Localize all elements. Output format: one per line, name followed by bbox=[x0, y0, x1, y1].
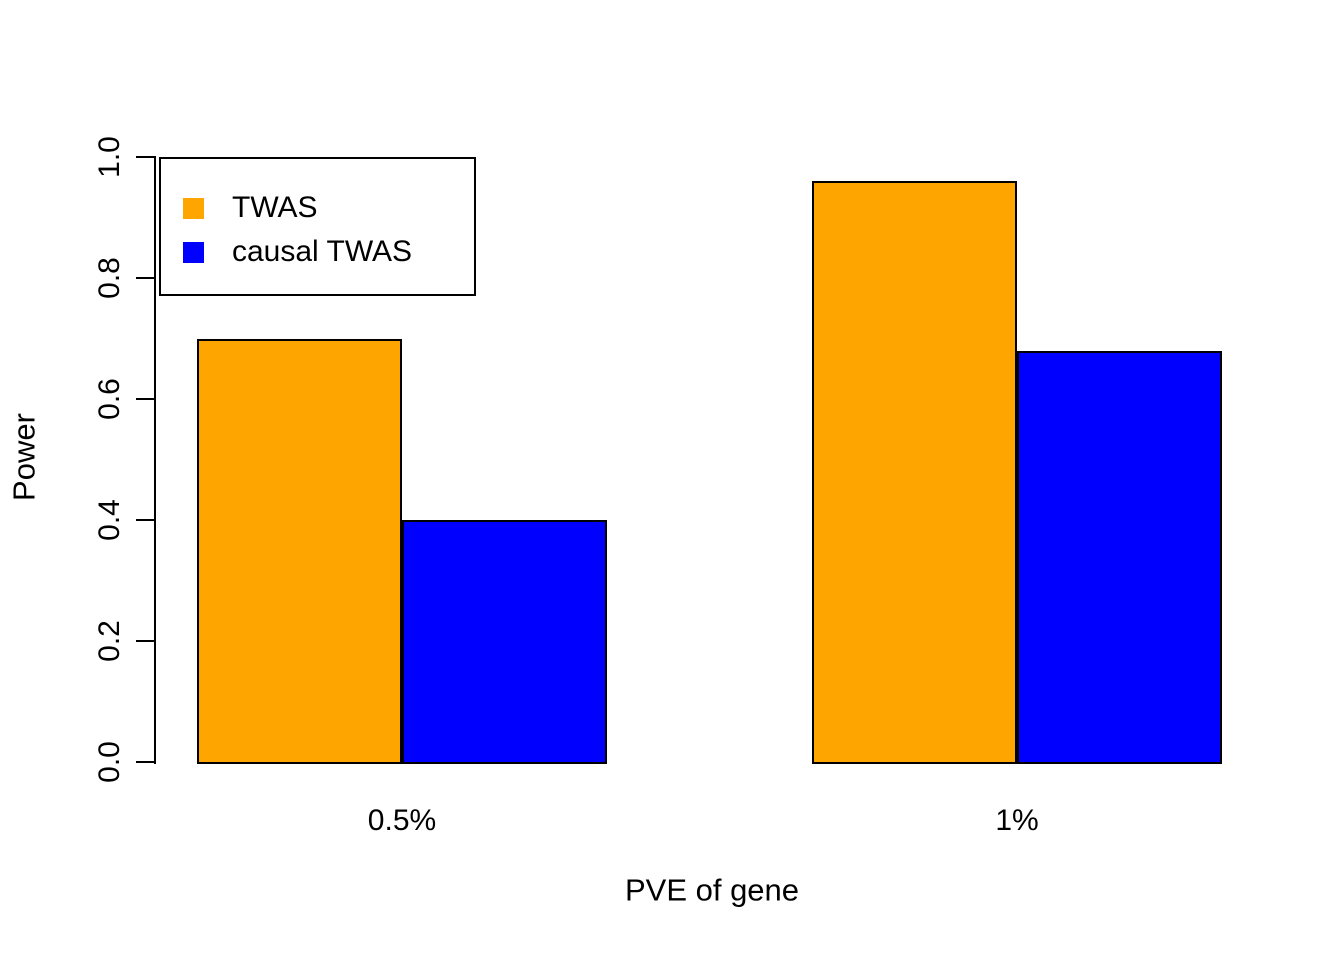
x-tick-label-1: 1% bbox=[995, 804, 1039, 837]
legend-entries: TWAS causal TWAS bbox=[183, 186, 474, 274]
y-tick-1-0 bbox=[136, 156, 155, 158]
y-tick-label-0-8: 0.8 bbox=[93, 257, 126, 299]
x-tick-label-0-5: 0.5% bbox=[367, 804, 437, 837]
y-tick-label-0-6: 0.6 bbox=[93, 378, 126, 420]
legend-swatch-twas bbox=[183, 197, 204, 219]
y-tick-label-1-0: 1.0 bbox=[93, 136, 126, 178]
legend-box: TWAS causal TWAS bbox=[159, 157, 476, 296]
y-tick-0-4 bbox=[136, 519, 155, 521]
y-tick-0-2 bbox=[136, 640, 155, 642]
bar-causal-twas-0-5 bbox=[402, 520, 607, 764]
y-tick-label-0-2: 0.2 bbox=[93, 620, 126, 662]
y-axis-line bbox=[154, 156, 156, 764]
y-tick-label-0-4: 0.4 bbox=[93, 499, 126, 541]
bar-twas-0-5 bbox=[197, 338, 402, 764]
legend-item-causal-twas: causal TWAS bbox=[183, 230, 474, 274]
legend-swatch-causal-twas bbox=[183, 241, 204, 263]
y-tick-label-0-0: 0.0 bbox=[93, 741, 126, 783]
legend-label-twas: TWAS bbox=[232, 191, 318, 224]
x-axis-title: PVE of gene bbox=[624, 872, 800, 908]
y-tick-0-0 bbox=[136, 761, 155, 763]
bar-twas-1 bbox=[812, 181, 1017, 764]
y-tick-0-6 bbox=[136, 398, 155, 400]
y-tick-0-8 bbox=[136, 277, 155, 279]
y-axis-title: Power bbox=[6, 413, 42, 501]
bar-causal-twas-1 bbox=[1017, 350, 1222, 764]
legend-item-twas: TWAS bbox=[183, 186, 474, 230]
legend-label-causal-twas: causal TWAS bbox=[232, 235, 413, 268]
